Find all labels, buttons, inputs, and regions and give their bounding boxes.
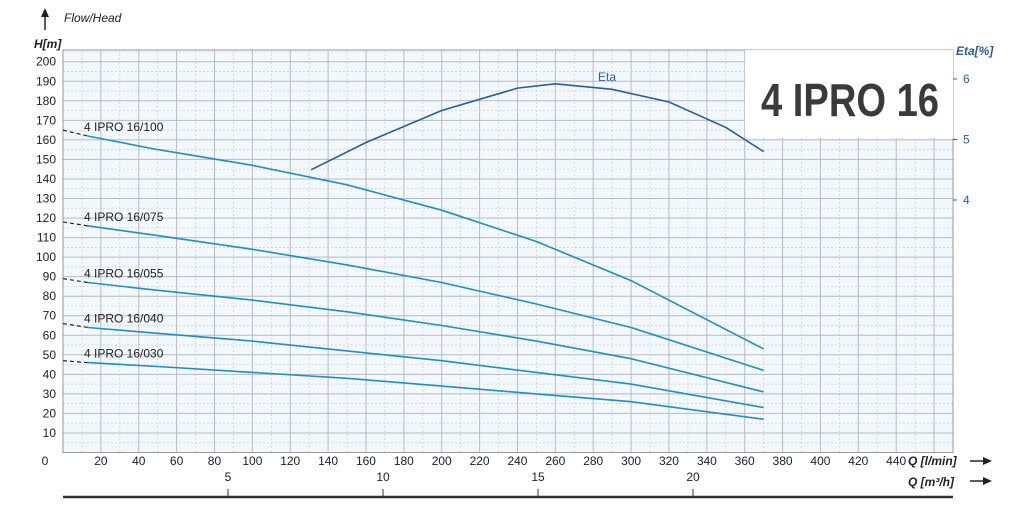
y-tick-label: 90 [43,270,57,284]
y-tick-label: 140 [36,172,56,186]
x-tick-label: 380 [773,454,793,468]
x-tick-label: 60 [170,454,184,468]
curves: 4 IPRO 16/100 4 IPRO 16/075 4 IPRO 16/055 4… [62,70,765,421]
eta-curve-label: Eta [598,70,616,84]
y-tick-label: 70 [43,309,57,323]
y-tick-label: 180 [36,94,56,108]
curve-extrapolation [62,129,88,137]
x-tick-label: 280 [583,454,603,468]
y-tick-label: 200 [36,55,56,69]
x-tick-label: 320 [659,454,679,468]
x2-tick-label: 20 [686,470,700,484]
up-arrow-icon [41,8,49,30]
x-tick-label: 300 [621,454,641,468]
x-tick-label: 440 [886,454,906,468]
x-tick-label: 40 [132,454,146,468]
plot-border [62,49,954,453]
y-tick-label: 40 [43,367,57,381]
x-tick-label: 340 [697,454,717,468]
x-tick-label: 80 [208,454,222,468]
head-curve [87,326,764,409]
y-tick-label: 120 [36,211,56,225]
chart-subtitle: Flow/Head [64,11,122,25]
y-tick-label: 110 [37,231,56,245]
head-curve [87,361,764,421]
y-tick-label: 100 [36,250,56,264]
y-tick-label: 10 [43,426,57,440]
title-box [745,50,953,138]
y2-tick-label: 5 [963,133,970,147]
y2-axis-label: Eta[%] [956,44,994,58]
y2-tick-label: 4 [963,193,970,207]
x-tick-label: 140 [318,454,338,468]
y-tick-label: 60 [43,328,57,342]
curve-label: 4 IPRO 16/030 [84,347,164,361]
x-tick-label: 20 [94,454,108,468]
x-tick-label: 100 [242,454,262,468]
y-tick-label: 170 [36,113,56,127]
x-tick-label: 180 [394,454,414,468]
y-tick-label: 30 [43,387,57,401]
x2-tick-label: 10 [376,470,390,484]
head-curve [87,281,764,393]
x2-axis-label: Q [m³/h] [908,475,955,489]
y-tick-label: 130 [36,191,56,205]
head-curve [87,135,764,350]
x-tick-label: 160 [356,454,376,468]
y-tick-label: 150 [36,152,56,166]
x-tick-label: 220 [470,454,490,468]
x-tick-label: 260 [545,454,565,468]
x-tick-label: 400 [810,454,830,468]
x-tick-label: 420 [848,454,868,468]
y-tick-label: 160 [36,133,56,147]
x-axis-label: Q [l/min] [908,454,958,468]
axes: 0 20 40 60 80 100 120 140 160 180 200 220 240 260 280 3… [36,55,970,499]
curve-label: 4 IPRO 16/100 [84,120,164,134]
x-tick-label: 120 [280,454,300,468]
y-axis-label: H[m] [34,37,62,51]
x-tick-label: 0 [42,454,49,468]
y-tick-label: 190 [36,74,56,88]
arrow-right-icon [970,457,992,465]
eta-curve [310,82,765,171]
y-tick-label: 80 [43,289,57,303]
x2-tick-label: 5 [225,470,232,484]
x2-tick-label: 15 [531,470,545,484]
y-tick-label: 50 [43,348,57,362]
curve-label: 4 IPRO 16/075 [84,210,164,224]
y2-tick-label: 6 [963,72,970,86]
x-tick-label: 240 [507,454,527,468]
head-curve [87,225,764,372]
x-tick-label: 360 [735,454,755,468]
arrow-right-icon [970,477,992,485]
curve-label: 4 IPRO 16/040 [84,311,164,325]
curve-label: 4 IPRO 16/055 [84,267,164,281]
x-tick-label: 200 [432,454,452,468]
y-tick-label: 20 [43,406,57,420]
chart-title: 4 IPRO 16 [761,74,939,126]
